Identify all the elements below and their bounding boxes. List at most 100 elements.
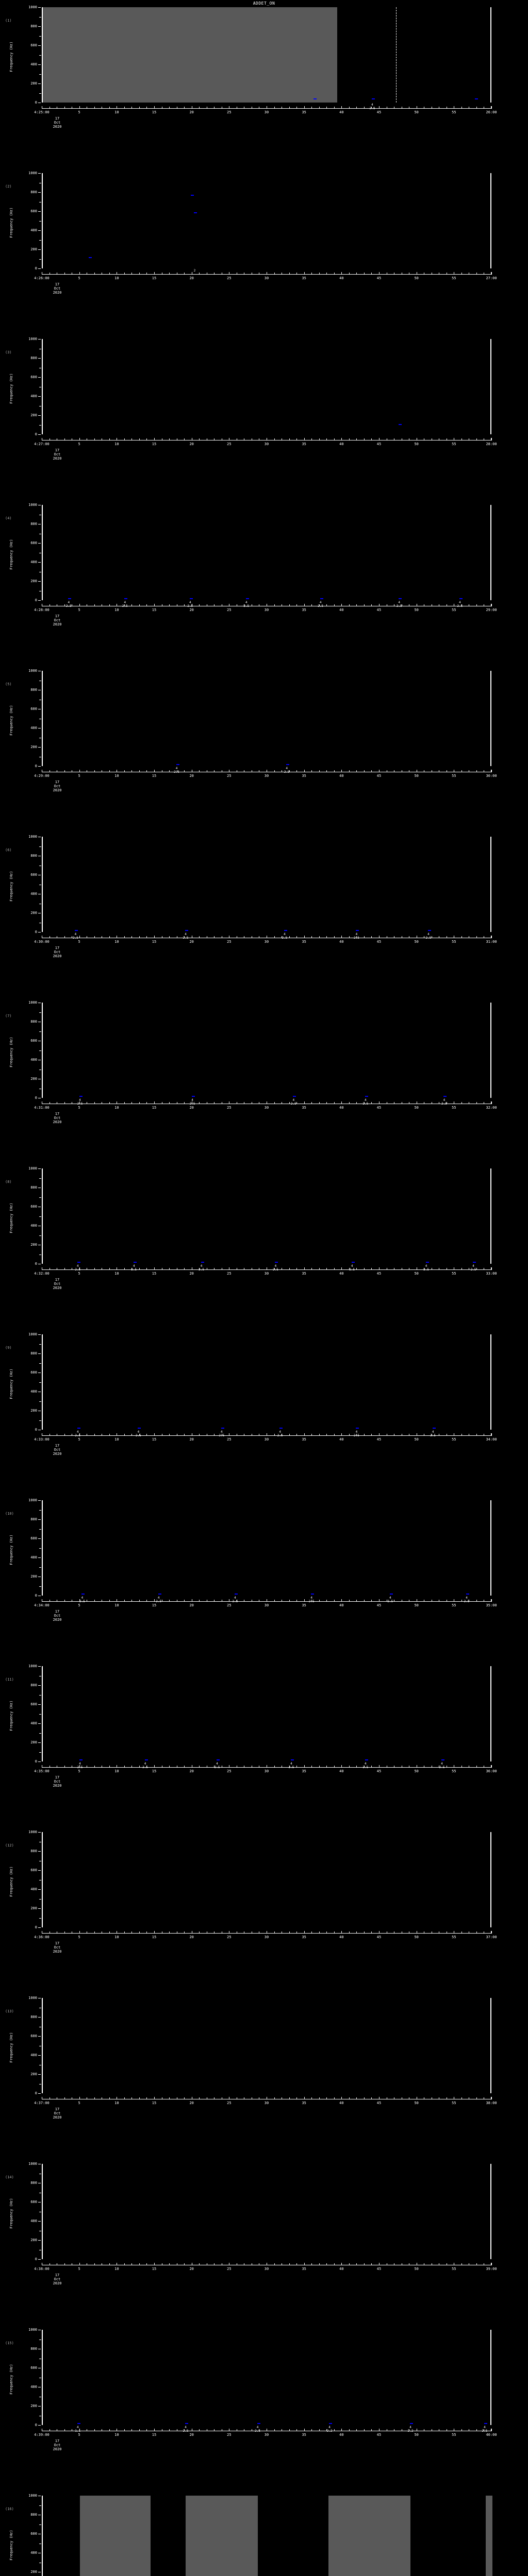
detection-marker[interactable] xyxy=(68,598,72,599)
detection-marker[interactable] xyxy=(194,212,197,213)
detection-marker[interactable] xyxy=(138,1427,141,1429)
detection-marker[interactable] xyxy=(484,2422,487,2424)
x-tick-label: 4:37:00 xyxy=(34,2101,50,2105)
x-tick-label: 40 xyxy=(339,442,344,446)
x-tick xyxy=(476,1268,477,1269)
detection-marker[interactable] xyxy=(475,98,478,99)
plot-area[interactable] xyxy=(42,1500,491,1596)
detection-marker[interactable] xyxy=(77,1261,80,1263)
detection-marker[interactable] xyxy=(459,598,463,599)
plot-area[interactable] xyxy=(42,837,491,932)
x-tick xyxy=(289,1268,290,1269)
y-tick-label: 0 xyxy=(35,1594,41,1598)
detection-marker[interactable] xyxy=(473,1261,476,1263)
detection-marker[interactable] xyxy=(365,1095,368,1097)
detection-marker[interactable] xyxy=(279,1427,283,1429)
x-tick xyxy=(154,1101,155,1104)
plot-area[interactable] xyxy=(42,339,491,434)
detection-marker[interactable] xyxy=(88,257,92,258)
x-tick xyxy=(461,1766,462,1767)
y-minor-tick xyxy=(39,2505,41,2506)
detection-marker[interactable] xyxy=(217,1759,220,1760)
detection-marker[interactable] xyxy=(245,598,249,599)
detection-marker[interactable] xyxy=(124,598,128,599)
y-tick-label: 800 xyxy=(30,854,41,858)
plot-area[interactable] xyxy=(42,2496,492,2576)
cursor-line[interactable] xyxy=(395,7,397,103)
plot-area[interactable] xyxy=(42,1334,491,1430)
detection-marker[interactable] xyxy=(329,2422,333,2424)
detection-marker[interactable] xyxy=(201,1261,204,1263)
detection-marker[interactable] xyxy=(410,2422,414,2424)
detection-marker[interactable] xyxy=(79,1095,83,1097)
detection-marker[interactable] xyxy=(466,1593,470,1595)
plot-area[interactable] xyxy=(42,1003,491,1098)
detection-marker[interactable] xyxy=(284,929,287,931)
detection-marker[interactable] xyxy=(443,1095,447,1097)
detection-marker[interactable] xyxy=(313,98,317,99)
detection-marker[interactable] xyxy=(221,1427,224,1429)
detection-marker[interactable] xyxy=(79,1759,83,1760)
detection-marker[interactable] xyxy=(356,929,359,931)
detection-marker[interactable] xyxy=(351,1261,355,1263)
detection-marker[interactable] xyxy=(77,1427,80,1429)
detection-marker[interactable] xyxy=(158,1593,161,1595)
detection-marker[interactable] xyxy=(77,2422,80,2424)
plot-area[interactable] xyxy=(42,1168,491,1264)
plot-area[interactable] xyxy=(42,2330,491,2425)
detection-marker[interactable] xyxy=(189,598,193,599)
detection-marker[interactable] xyxy=(290,1759,294,1760)
plot-area[interactable] xyxy=(42,173,491,268)
detection-marker[interactable] xyxy=(427,929,431,931)
x-tick xyxy=(109,936,110,938)
x-tick xyxy=(491,1101,492,1104)
annotation-top: 4 xyxy=(432,1430,434,1434)
detection-marker[interactable] xyxy=(356,1427,359,1429)
plot-area[interactable] xyxy=(42,1998,491,2093)
annotation-top: 2 xyxy=(193,269,196,273)
detection-marker[interactable] xyxy=(75,929,78,931)
detection-marker[interactable] xyxy=(234,1593,238,1595)
plot-area[interactable] xyxy=(42,1832,491,1927)
detection-marker[interactable] xyxy=(192,1095,195,1097)
detection-marker[interactable] xyxy=(399,598,402,599)
x-tick xyxy=(184,1102,185,1104)
detection-marker[interactable] xyxy=(81,1593,85,1595)
x-tick xyxy=(64,936,65,938)
detection-marker[interactable] xyxy=(293,1095,296,1097)
detection-marker[interactable] xyxy=(311,1593,315,1595)
detection-marker[interactable] xyxy=(441,1759,445,1760)
x-tick xyxy=(341,1931,342,1934)
detection-marker[interactable] xyxy=(190,195,194,196)
detection-marker[interactable] xyxy=(389,1593,393,1595)
panel-number: (7) xyxy=(5,1014,12,1018)
detection-marker[interactable] xyxy=(286,764,290,765)
y-tick-label: 600 xyxy=(30,707,41,711)
plot-area[interactable] xyxy=(42,1666,491,1761)
plot-area[interactable] xyxy=(42,505,491,600)
y-tick-label: 1000 xyxy=(28,1001,41,1005)
detection-marker[interactable] xyxy=(185,929,189,931)
detection-marker[interactable] xyxy=(176,764,179,765)
detection-marker[interactable] xyxy=(365,1759,368,1760)
detection-marker[interactable] xyxy=(133,1261,137,1263)
detection-marker[interactable] xyxy=(371,98,375,99)
plot-area[interactable] xyxy=(42,2164,491,2259)
detection-marker[interactable] xyxy=(399,423,402,425)
plot-area[interactable] xyxy=(42,7,491,103)
x-tick xyxy=(64,2263,65,2265)
detection-marker[interactable] xyxy=(425,1261,429,1263)
annotation-top: 4 xyxy=(365,1098,367,1102)
y-tick-label: 0 xyxy=(35,1096,41,1100)
detection-marker[interactable] xyxy=(257,2422,260,2424)
detection-marker[interactable] xyxy=(144,1759,148,1760)
x-tick xyxy=(289,604,290,606)
detection-marker[interactable] xyxy=(320,598,323,599)
detection-marker[interactable] xyxy=(275,1261,278,1263)
x-tick xyxy=(79,936,80,938)
annotation-top: 4 xyxy=(191,1098,193,1102)
panel-number: (10) xyxy=(5,1512,14,1516)
plot-area[interactable] xyxy=(42,671,491,766)
detection-marker[interactable] xyxy=(432,1427,436,1429)
detection-marker[interactable] xyxy=(185,2422,189,2424)
